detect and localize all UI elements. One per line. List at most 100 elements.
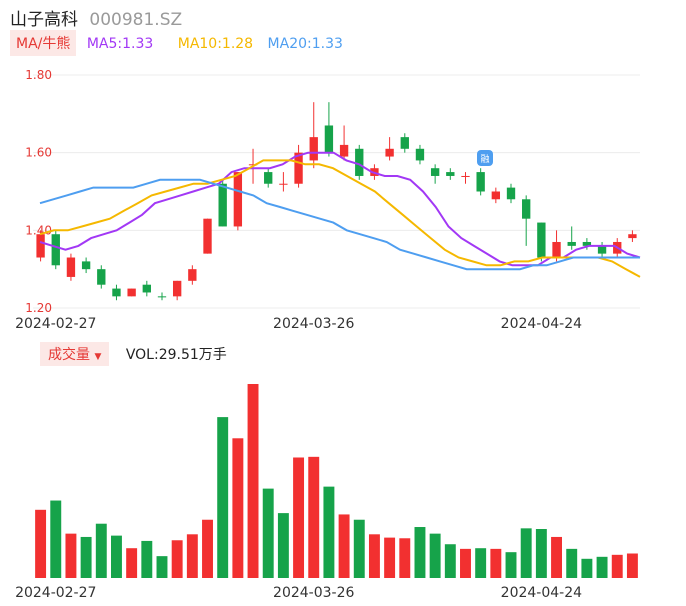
candle-body <box>552 241 561 258</box>
x-tick-label: 2024-03-26 <box>273 585 354 601</box>
candle-body <box>491 191 501 200</box>
volume-legend: 成交量 ▼ VOL:29.51万手 <box>40 342 227 366</box>
volume-bar <box>353 519 365 578</box>
volume-bar <box>490 548 502 578</box>
candle-body <box>567 241 576 246</box>
volume-bar <box>399 538 411 578</box>
volume-bar <box>611 554 623 578</box>
ma-line-ma20 <box>39 178 640 271</box>
stock-header: 山子高科 000981.SZ <box>10 5 182 30</box>
y-tick-label: 1.60 <box>25 146 52 160</box>
x-tick-label: 2024-03-26 <box>273 316 354 332</box>
candle-body <box>324 125 334 153</box>
candle-body <box>582 241 592 246</box>
volume-bar <box>202 519 213 578</box>
volume-bar <box>217 417 229 578</box>
volume-bar <box>475 548 487 578</box>
volume-bar <box>368 534 380 578</box>
volume-bar <box>566 548 578 578</box>
volume-indicator-label: 成交量 <box>48 347 90 363</box>
ma5-value: MA5:1.33 <box>86 36 154 52</box>
event-marker-glyph: 融 <box>480 154 489 165</box>
volume-bar <box>429 533 441 578</box>
candle-body <box>628 234 637 239</box>
volume-bar <box>626 553 638 578</box>
volume-bar <box>535 529 547 578</box>
candle-body <box>415 148 425 161</box>
candle-body <box>597 245 607 254</box>
candle-body <box>112 288 121 297</box>
volume-indicator-dropdown[interactable]: 成交量 ▼ <box>40 342 110 366</box>
y-tick-label: 1.20 <box>25 301 52 315</box>
volume-bar <box>308 456 320 578</box>
ma-indicator-tab[interactable]: MA/牛熊 <box>10 30 77 56</box>
volume-bar <box>505 552 517 578</box>
volume-bar <box>126 548 138 578</box>
x-tick-label: 2024-04-24 <box>501 316 582 332</box>
volume-value: VOL:29.51万手 <box>125 347 227 363</box>
candles <box>36 102 637 301</box>
volume-bar <box>551 536 563 578</box>
stock-code: 000981.SZ <box>89 10 183 30</box>
ma10-value: MA10:1.28 <box>177 36 254 52</box>
volume-bar <box>95 523 107 578</box>
volume-bar <box>338 514 350 578</box>
candle-body <box>218 183 227 227</box>
volume-bar <box>323 486 335 578</box>
candle-body <box>309 137 318 161</box>
volume-bar <box>232 438 244 578</box>
price-grid <box>33 74 640 309</box>
candle-body <box>537 222 546 258</box>
candle-body <box>446 172 455 176</box>
candle-body <box>279 183 288 185</box>
x-tick-label: 2024-02-27 <box>15 316 96 332</box>
candle-body <box>233 172 243 227</box>
volume-bar <box>596 556 608 578</box>
volume-bar <box>141 540 153 578</box>
candle-body <box>522 199 531 219</box>
candle-body <box>36 234 45 258</box>
candle-body <box>127 288 136 297</box>
event-marker-icon[interactable]: 融 <box>477 150 493 166</box>
volume-bar <box>460 548 471 578</box>
candle-body <box>430 168 440 176</box>
volume-bar <box>186 534 198 578</box>
candle-body <box>294 152 303 184</box>
ma-line-ma5 <box>39 151 641 267</box>
date-axis-labels: 2024-02-27 2024-03-26 2024-04-24 2024-02-27… <box>15 316 582 601</box>
candle-body <box>476 172 485 192</box>
candle-body <box>400 137 409 149</box>
candle-body <box>461 175 470 177</box>
y-tick-label: 1.80 <box>25 68 52 82</box>
ma20-value: MA20:1.33 <box>267 36 343 52</box>
candle-body <box>66 257 76 277</box>
candle-body <box>385 148 394 157</box>
volume-bar <box>110 535 122 578</box>
ma-legend: MA/牛熊 MA5:1.33 MA10:1.28 MA20:1.33 <box>10 30 343 56</box>
candle-body <box>355 148 364 176</box>
candle-body <box>157 296 167 298</box>
volume-bar <box>384 537 396 578</box>
volume-bar <box>171 540 183 578</box>
volume-bar <box>277 513 289 578</box>
caret-down-icon: ▼ <box>94 352 102 362</box>
stock-name: 山子高科 <box>10 10 78 30</box>
candle-body <box>248 164 258 166</box>
ma-lines <box>39 151 641 278</box>
volume-bar <box>262 488 274 578</box>
volume-bar <box>80 536 92 578</box>
candle-body <box>97 269 106 285</box>
volume-bars <box>35 384 638 578</box>
volume-bar <box>50 500 62 578</box>
price-axis-labels: 1.80 1.60 1.40 1.20 <box>25 68 52 315</box>
volume-bar <box>247 384 259 578</box>
candle-body <box>188 269 197 281</box>
candle-body <box>172 280 182 297</box>
volume-bar <box>444 544 456 578</box>
volume-bar <box>65 533 77 578</box>
candle-body <box>142 284 151 293</box>
candle-body <box>51 234 60 266</box>
volume-bar <box>520 528 532 578</box>
volume-bar <box>35 509 47 578</box>
